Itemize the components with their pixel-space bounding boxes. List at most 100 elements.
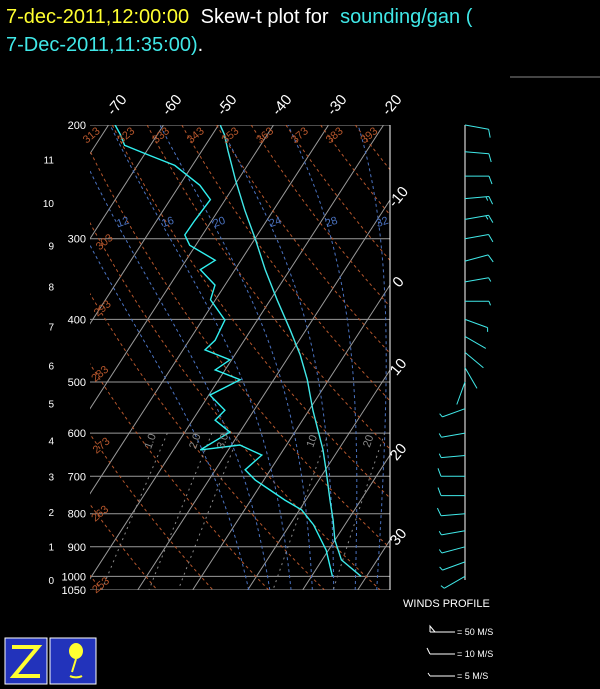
pressure-label: 900 xyxy=(68,542,86,554)
title-station: sounding/gan ( xyxy=(340,6,473,28)
logo-balloon xyxy=(69,643,83,659)
wind-barb xyxy=(464,352,484,369)
isotherm xyxy=(90,125,329,495)
pressure-label: 700 xyxy=(68,471,86,483)
wind-barb xyxy=(464,277,492,283)
mixing-ratio-label: 3.0 xyxy=(215,432,232,450)
wind-barb xyxy=(464,234,494,243)
wind-barb xyxy=(439,561,466,571)
height-label: 8 xyxy=(48,283,54,294)
moist-adiabat-label: 24 xyxy=(268,215,284,230)
temperature-trace xyxy=(219,125,362,577)
moist-adiabat xyxy=(159,125,313,590)
logo-z xyxy=(9,645,43,678)
pressure-label: 400 xyxy=(68,314,86,326)
moist-adiabat-label: 16 xyxy=(160,215,176,230)
mixing-ratio xyxy=(148,432,213,590)
mixing-ratio xyxy=(272,432,329,590)
wind-barb xyxy=(437,487,465,497)
dry-adiabat xyxy=(90,149,390,549)
pressure-label: 300 xyxy=(68,234,86,246)
wind-barb xyxy=(440,575,466,589)
height-label: 6 xyxy=(48,362,54,373)
wind-barb xyxy=(436,507,466,517)
isotherm xyxy=(137,199,390,590)
dry-adiabat xyxy=(90,221,381,590)
wind-barb xyxy=(464,151,492,163)
isotherm xyxy=(247,369,390,590)
moist-adiabat xyxy=(90,169,271,590)
winds-title: WINDS PROFILE xyxy=(403,598,490,610)
wind-barb xyxy=(438,432,466,438)
height-label: 7 xyxy=(48,323,54,334)
mixing-ratio-label: 10 xyxy=(305,433,320,449)
moist-adiabat xyxy=(287,125,358,590)
isotherm xyxy=(90,125,164,240)
logos xyxy=(4,637,97,685)
legend-label: = 10 M/S xyxy=(457,649,493,659)
wind-barb xyxy=(438,546,466,554)
logo-instrument xyxy=(69,658,83,679)
height-label: 10 xyxy=(43,199,55,210)
wind-barb xyxy=(464,318,489,332)
wind-barb xyxy=(464,214,494,223)
moist-adiabat-label: 12 xyxy=(115,215,131,230)
height-label: 11 xyxy=(44,156,55,167)
wind-barb xyxy=(437,468,465,477)
pressure-label: 200 xyxy=(68,120,86,132)
title-text: Skew-t plot for xyxy=(201,6,329,28)
isotherm xyxy=(192,284,390,590)
wind-barb xyxy=(439,408,466,418)
plot-area xyxy=(90,125,390,590)
wind-barb xyxy=(465,175,493,185)
legend-label: = 50 M/S xyxy=(457,627,493,637)
title-valid-time: 7-dec-2011,12:00:00 xyxy=(6,6,189,28)
pressure-label: 800 xyxy=(68,509,86,521)
height-label: 3 xyxy=(48,473,54,484)
dry-adiabat xyxy=(181,125,390,402)
mixing-ratio xyxy=(101,432,168,590)
isotherm xyxy=(302,454,390,590)
moist-adiabat-label: 28 xyxy=(324,215,340,230)
wind-barb xyxy=(464,196,494,205)
pressure-label: 600 xyxy=(68,428,86,440)
wind-barb xyxy=(464,335,487,349)
wind-barb xyxy=(464,124,491,138)
height-label: 1 xyxy=(48,542,54,553)
moist-adiabat xyxy=(218,125,335,590)
legend-symbol xyxy=(427,672,455,677)
winds-legend xyxy=(426,624,455,677)
wind-barb xyxy=(464,367,478,389)
pressure-label: 500 xyxy=(68,377,86,389)
height-label: 4 xyxy=(48,437,54,448)
wind-barb xyxy=(456,381,466,405)
title-end: . xyxy=(198,34,204,56)
mixing-ratio-label: 2.0 xyxy=(187,432,204,450)
wind-barb xyxy=(464,254,494,263)
title-obs-time: 7-Dec-2011,11:35:00) xyxy=(6,34,198,56)
moist-adiabat xyxy=(357,125,387,590)
height-label: 0 xyxy=(48,576,54,587)
legend-symbol xyxy=(429,624,455,633)
dry-adiabat xyxy=(250,125,390,308)
pressure-label: 1000 xyxy=(62,571,86,583)
isotherm xyxy=(90,125,274,410)
dewpoint-trace xyxy=(114,125,334,577)
mixing-ratio-label: 20 xyxy=(361,433,376,449)
winds-panel xyxy=(436,124,494,589)
wind-barb xyxy=(465,300,491,306)
mixing-ratio-label: 1.0 xyxy=(142,432,159,450)
wind-barb xyxy=(438,530,466,536)
height-label: 2 xyxy=(48,508,54,519)
moist-adiabat-label: 32 xyxy=(375,215,391,230)
dry-adiabat xyxy=(90,363,270,590)
legend-label: = 5 M/S xyxy=(457,671,488,681)
isotherm xyxy=(90,125,219,325)
legend-symbol xyxy=(426,647,455,655)
dry-adiabat xyxy=(90,503,158,590)
dry-adiabat xyxy=(111,125,390,499)
chart-subtitle: 7-Dec-2011,11:35:00). xyxy=(6,34,203,56)
